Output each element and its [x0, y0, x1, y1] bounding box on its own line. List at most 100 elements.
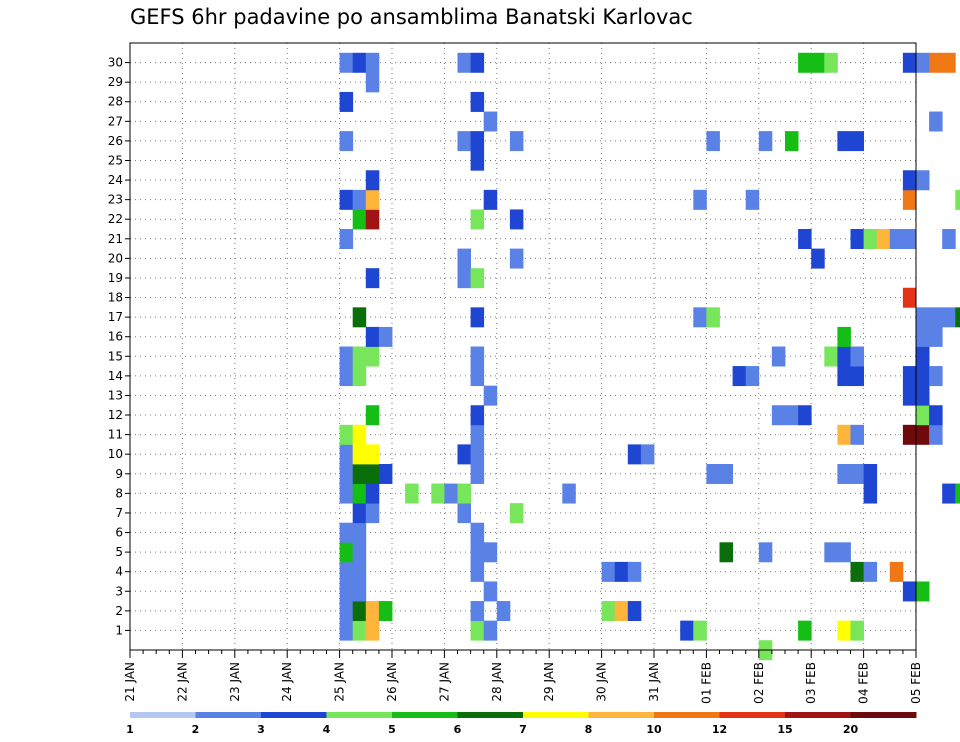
heatmap-cell	[706, 307, 720, 328]
heatmap-cell	[470, 366, 485, 387]
heatmap-cell	[352, 601, 367, 622]
heatmap-cell	[916, 424, 930, 445]
heatmap-cell	[339, 561, 354, 582]
heatmap-cell	[339, 91, 354, 112]
heatmap-cell	[483, 189, 498, 210]
y-tick-label: 22	[108, 212, 123, 226]
heatmap-cell	[352, 209, 367, 230]
heatmap-cell	[339, 366, 354, 387]
colorbar-label: 10	[646, 723, 662, 736]
heatmap-cell	[929, 326, 943, 347]
y-tick-label: 8	[115, 486, 123, 500]
heatmap-cell	[339, 444, 354, 465]
heatmap-cell	[693, 189, 707, 210]
x-tick-label: 27 JAN	[437, 662, 451, 702]
heatmap-cell	[365, 346, 380, 367]
heatmap-cell	[758, 542, 773, 563]
heatmap-cell	[876, 229, 891, 249]
heatmap-cell	[339, 346, 354, 367]
heatmap-cell	[365, 189, 380, 210]
colorbar-label: 5	[388, 723, 396, 736]
x-tick-label: 04 FEB	[857, 662, 871, 704]
heatmap-cell	[850, 561, 864, 582]
heatmap-cell	[627, 601, 642, 622]
y-tick-label: 16	[108, 330, 123, 344]
heatmap-cell	[352, 542, 367, 563]
y-tick-label: 9	[115, 467, 123, 481]
heatmap-cell	[365, 463, 380, 484]
heatmap-cell	[824, 346, 838, 367]
heatmap-cell	[483, 111, 498, 132]
colorbar-swatch	[719, 712, 786, 718]
heatmap-cell	[916, 170, 930, 191]
x-tick-label: 31 JAN	[647, 662, 661, 702]
heatmap-cell	[365, 405, 380, 426]
heatmap-cell	[470, 620, 485, 641]
heatmap-cell	[916, 52, 930, 73]
colorbar-label: 1	[126, 723, 134, 736]
heatmap-cell	[483, 620, 498, 641]
y-tick-label: 3	[115, 584, 123, 598]
heatmap-cell	[798, 52, 812, 73]
colorbar-label: 8	[585, 723, 593, 736]
colorbar-swatch	[195, 712, 262, 718]
heatmap-cell	[706, 131, 720, 152]
y-tick-label: 23	[108, 193, 123, 207]
y-tick-label: 29	[108, 75, 123, 89]
heatmap-cell	[365, 209, 380, 230]
heatmap-cell	[824, 542, 838, 563]
heatmap-cell	[693, 620, 707, 641]
heatmap-cell	[942, 229, 956, 249]
heatmap-cell	[680, 620, 694, 641]
colorbar-swatch	[588, 712, 655, 718]
heatmap-cell	[771, 346, 786, 367]
heatmap-cell	[889, 229, 904, 249]
heatmap-cell	[339, 601, 354, 622]
heatmap-cell	[902, 287, 917, 308]
colorbar-swatch	[326, 712, 393, 718]
heatmap-cell	[339, 424, 354, 445]
heatmap-cell	[916, 366, 930, 387]
heatmap-cell	[850, 463, 864, 484]
y-tick-label: 6	[115, 526, 123, 540]
heatmap-cell	[916, 346, 930, 367]
heatmap-cell	[837, 366, 851, 387]
heatmap-cell	[365, 326, 380, 347]
heatmap-cell	[627, 561, 642, 582]
heatmap-cell	[902, 52, 917, 73]
heatmap-cell	[850, 346, 864, 367]
heatmap-cell	[614, 601, 629, 622]
x-axis: 21 JAN 22 JAN 23 JAN 24 JAN 25 JAN 26 JAN 27 J…	[123, 650, 923, 704]
heatmap-cell	[863, 483, 878, 504]
heatmap-cell	[470, 307, 485, 328]
heatmap-cell	[339, 189, 354, 210]
colorbar-swatch	[457, 712, 524, 718]
heatmap-cell	[365, 503, 380, 524]
heatmap-cell	[339, 52, 354, 73]
heatmap-cell	[929, 52, 943, 73]
x-tick-label: 05 FEB	[909, 662, 923, 704]
y-tick-label: 12	[108, 408, 123, 422]
heatmap-cell	[785, 405, 799, 426]
heatmap-cell	[916, 385, 930, 406]
heatmap-cell	[509, 131, 524, 152]
grid-lines	[130, 43, 917, 650]
heatmap-cell	[850, 229, 864, 249]
heatmap-cell	[483, 581, 498, 602]
heatmap-cell	[352, 52, 367, 73]
y-tick-label: 17	[108, 310, 123, 324]
colorbar-label: 3	[257, 723, 265, 736]
y-tick-label: 30	[108, 56, 123, 70]
heatmap-cell	[378, 601, 393, 622]
colorbar-label: 2	[192, 723, 200, 736]
heatmap-cell	[955, 189, 960, 210]
y-tick-label: 10	[108, 447, 123, 461]
heatmap-cell	[431, 483, 445, 504]
heatmap-cell	[614, 561, 629, 582]
heatmap-cell	[365, 268, 380, 289]
heatmap-cell	[339, 463, 354, 484]
heatmap-cell	[352, 424, 367, 445]
heatmap-cell	[352, 463, 367, 484]
heatmap-cell	[444, 483, 458, 504]
